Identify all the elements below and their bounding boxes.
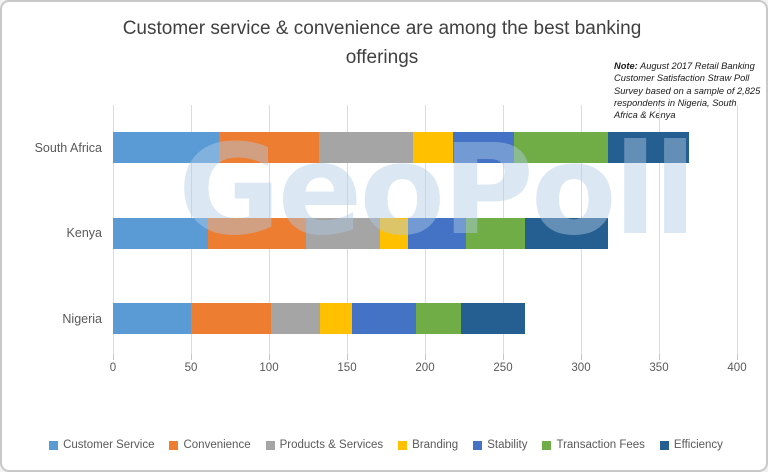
segment-convenience: [208, 217, 307, 249]
segment-efficiency: [460, 303, 525, 334]
legend-swatch: [542, 440, 552, 450]
axis-tick: [191, 354, 192, 360]
legend-item-stability: Stability: [473, 439, 527, 451]
legend-label: Products & Services: [279, 439, 384, 451]
segment-branding: [320, 303, 352, 334]
segment-convenience: [219, 132, 319, 163]
segment-efficiency: [607, 132, 689, 163]
segment-customer-service: [113, 217, 209, 249]
segment-transaction-fees: [513, 132, 608, 163]
note-text: August 2017 Retail Banking Customer Sati…: [614, 61, 761, 121]
category-label-nigeria: Nigeria: [62, 311, 102, 326]
axis-tick: [737, 354, 738, 360]
segment-customer-service: [113, 132, 220, 163]
segment-branding: [412, 132, 454, 163]
x-tick-label: 50: [184, 362, 198, 374]
legend-item-customer-service: Customer Service: [49, 439, 154, 451]
segment-transaction-fees: [465, 217, 525, 249]
legend-item-transaction-fees: Transaction Fees: [542, 439, 645, 451]
bar-south-africa: [113, 132, 689, 163]
segment-products-services: [270, 303, 321, 334]
legend-label: Stability: [487, 439, 528, 451]
gridline: [659, 105, 660, 354]
segment-stability: [453, 132, 514, 163]
bar-kenya: [113, 217, 608, 249]
axis-tick: [503, 354, 504, 360]
x-tick-label: 350: [649, 362, 669, 374]
axis-tick: [113, 354, 114, 360]
x-tick-label: 300: [571, 362, 591, 374]
source-note: Note: August 2017 Retail Banking Custome…: [614, 60, 762, 121]
axis-tick: [347, 354, 348, 360]
x-tick-label: 150: [337, 362, 357, 374]
plot-area: [113, 105, 738, 360]
gridline: [737, 105, 738, 354]
legend-swatch: [169, 440, 179, 450]
legend-label: Convenience: [183, 439, 251, 451]
axis-tick: [659, 354, 660, 360]
segment-branding: [379, 217, 408, 249]
category-label-south-africa: South Africa: [34, 140, 102, 155]
x-tick-label: 200: [415, 362, 435, 374]
chart-title: Customer service & convenience are among…: [122, 18, 642, 69]
x-tick-label: 400: [727, 362, 747, 374]
legend-label: Transaction Fees: [556, 439, 645, 451]
segment-efficiency: [524, 217, 608, 249]
legend: Customer Service Convenience Products & Se…: [2, 439, 766, 451]
legend-item-convenience: Convenience: [169, 439, 251, 451]
legend-item-efficiency: Efficiency: [659, 439, 723, 451]
axis-tick: [581, 354, 582, 360]
legend-swatch: [49, 440, 59, 450]
category-label-kenya: Kenya: [66, 226, 102, 240]
axis-tick: [269, 354, 270, 360]
segment-stability: [351, 303, 416, 334]
x-tick-label: 100: [259, 362, 279, 374]
segment-transaction-fees: [415, 303, 461, 334]
x-axis: 0 50 100 150 200 250 300 350 400: [2, 362, 766, 378]
legend-label: Branding: [412, 439, 459, 451]
legend-item-branding: Branding: [398, 439, 458, 451]
axis-tick: [425, 354, 426, 360]
legend-swatch: [265, 440, 275, 450]
legend-swatch: [659, 440, 669, 450]
segment-convenience: [191, 303, 271, 334]
legend-label: Customer Service: [63, 439, 155, 451]
bar-nigeria: [113, 303, 525, 334]
x-tick-label: 0: [109, 362, 117, 374]
segment-stability: [407, 217, 466, 249]
segment-products-services: [318, 132, 413, 163]
legend-swatch: [473, 440, 483, 450]
legend-label: Efficiency: [673, 439, 723, 451]
segment-customer-service: [113, 303, 191, 334]
legend-swatch: [398, 440, 408, 450]
x-tick-label: 250: [493, 362, 513, 374]
segment-products-services: [306, 217, 380, 249]
note-label: Note:: [614, 61, 638, 71]
legend-item-products-services: Products & Services: [265, 439, 384, 451]
